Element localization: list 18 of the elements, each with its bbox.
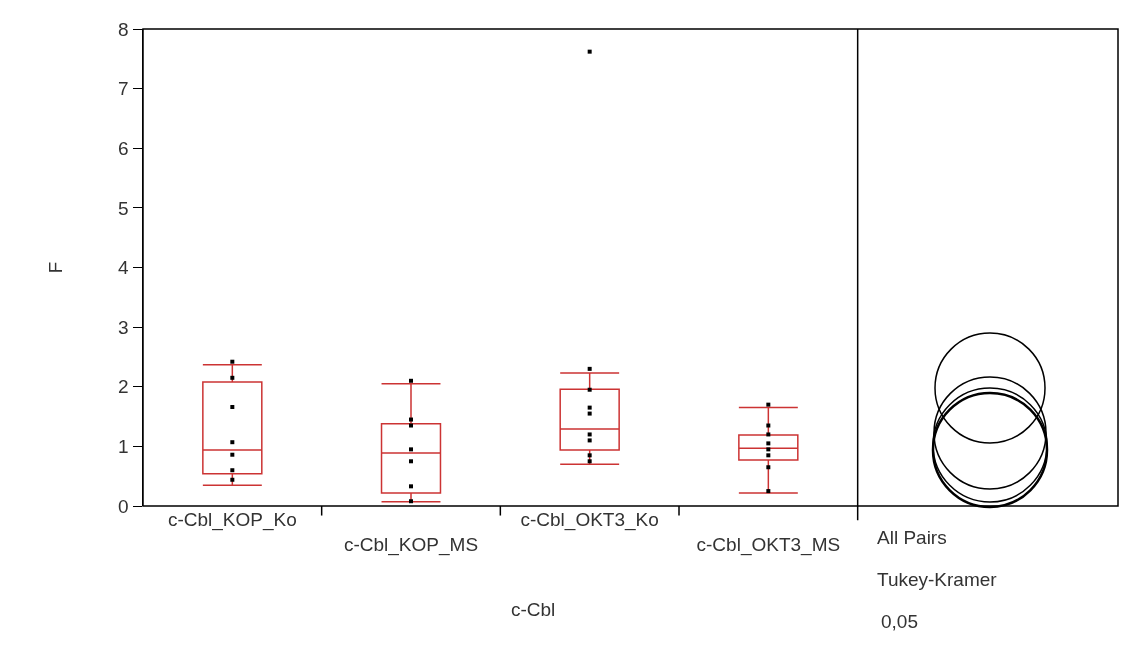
y-tick-label: 6 [118,137,129,159]
text: All Pairs [877,527,947,548]
y-tick-label: 3 [118,316,129,338]
x-axis-title: c-Cbl [511,599,556,620]
y-tick-label: 4 [118,257,130,279]
y-tick-label: 5 [118,197,129,219]
x-tick-label: c-Cbl_OKT3_Ko [520,509,659,531]
y-tick-label: 8 [118,18,129,40]
y-axis-title: F [45,261,67,274]
y-tick-label: 7 [118,78,129,100]
text: 0,05 [881,611,918,632]
x-tick-label: c-Cbl_OKT3_MS [696,533,841,556]
x-tick-label: c-Cbl_KOP_MS [343,533,479,556]
x-tick-label: c-Cbl_KOP_Ko [167,509,297,531]
text: Tukey-Kramer [877,569,998,590]
y-tick-label: 2 [118,376,129,398]
y-tick-label: 1 [118,436,129,458]
y-tick-label: 0 [118,495,129,517]
